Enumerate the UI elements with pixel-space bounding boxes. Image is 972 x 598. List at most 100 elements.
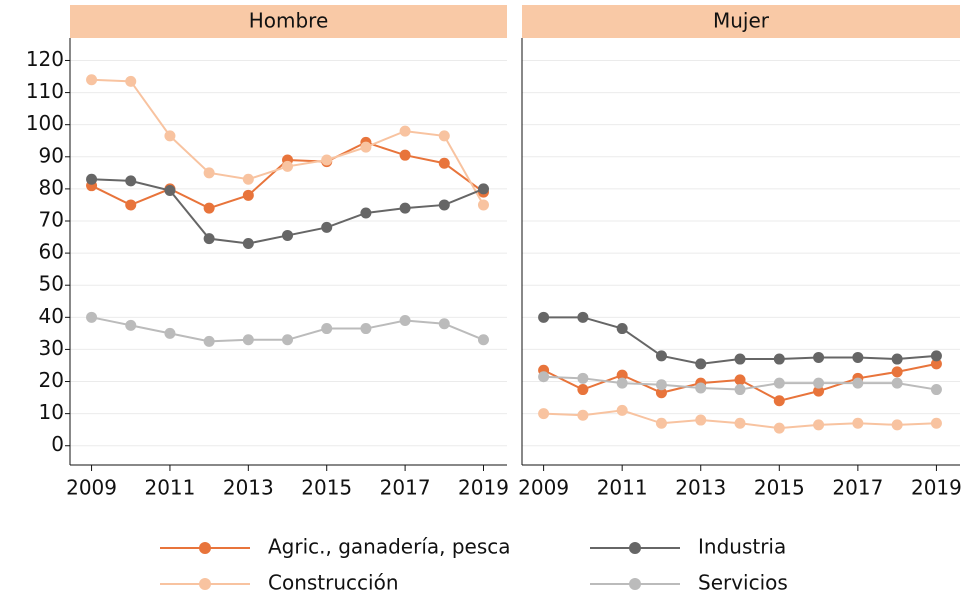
- point: [734, 353, 746, 365]
- point: [538, 408, 550, 420]
- point: [164, 185, 176, 196]
- point: [930, 358, 942, 370]
- point: [203, 202, 215, 214]
- point: [360, 207, 372, 219]
- legend-label: Servicios: [698, 571, 788, 595]
- legend-marker: [199, 578, 211, 590]
- point: [164, 130, 176, 142]
- point: [321, 323, 333, 335]
- point: [321, 221, 333, 233]
- y-tick-label: 100: [26, 111, 64, 135]
- point: [125, 319, 137, 331]
- point: [930, 417, 942, 429]
- point: [242, 173, 254, 185]
- point: [695, 382, 707, 394]
- point: [125, 199, 137, 211]
- y-tick-label: 50: [39, 272, 64, 296]
- point: [655, 387, 667, 399]
- point: [399, 202, 411, 214]
- legend-marker: [629, 578, 641, 590]
- x-tick-label: 2017: [832, 476, 883, 500]
- point: [852, 377, 864, 389]
- point: [852, 417, 864, 429]
- point: [164, 327, 176, 339]
- x-tick-label: 2009: [66, 476, 117, 500]
- y-tick-label: 70: [39, 208, 64, 232]
- point: [242, 237, 254, 249]
- point: [438, 318, 450, 330]
- point: [125, 175, 137, 187]
- point: [477, 183, 489, 195]
- legend-label: Agric., ganadería, pesca: [268, 535, 511, 559]
- strip: [70, 5, 507, 38]
- x-tick-label: 2017: [380, 476, 431, 500]
- y-tick-label: 110: [26, 79, 64, 103]
- point: [891, 377, 903, 389]
- legend-label: Construcción: [268, 571, 399, 595]
- y-tick-label: 40: [39, 304, 64, 328]
- point: [577, 372, 589, 384]
- point: [616, 369, 628, 381]
- y-tick-label: 120: [26, 47, 64, 71]
- point: [477, 334, 489, 346]
- y-tick-label: 0: [51, 432, 64, 456]
- point: [125, 75, 137, 87]
- point: [773, 353, 785, 365]
- x-tick-label: 2015: [754, 476, 805, 500]
- point: [773, 377, 785, 389]
- y-tick-label: 90: [39, 143, 64, 167]
- point: [86, 311, 98, 323]
- point: [538, 371, 550, 383]
- point: [203, 167, 215, 179]
- point: [399, 125, 411, 137]
- point: [734, 374, 746, 386]
- point: [360, 323, 372, 335]
- point: [616, 404, 628, 416]
- point: [813, 419, 825, 431]
- y-tick-label: 20: [39, 368, 64, 392]
- point: [242, 334, 254, 346]
- y-tick-label: 80: [39, 175, 64, 199]
- point: [891, 366, 903, 378]
- point: [773, 395, 785, 407]
- y-tick-label: 60: [39, 240, 64, 264]
- point: [399, 149, 411, 161]
- point: [399, 315, 411, 327]
- x-tick-label: 2015: [301, 476, 352, 500]
- point: [86, 74, 98, 86]
- point: [891, 353, 903, 365]
- point: [577, 409, 589, 421]
- point: [655, 350, 667, 362]
- legend-marker: [199, 542, 211, 554]
- panel-title: Hombre: [249, 9, 329, 33]
- point: [773, 422, 785, 434]
- point: [616, 377, 628, 389]
- strip: [522, 5, 960, 38]
- point: [734, 384, 746, 396]
- point: [695, 414, 707, 426]
- point: [86, 173, 98, 185]
- point: [282, 334, 294, 346]
- point: [655, 379, 667, 391]
- point: [616, 323, 628, 335]
- point: [242, 189, 254, 201]
- point: [538, 311, 550, 323]
- point: [930, 384, 942, 396]
- y-tick-label: 10: [39, 400, 64, 424]
- legend-label: Industria: [698, 535, 786, 559]
- point: [734, 417, 746, 429]
- point: [891, 419, 903, 431]
- point: [282, 160, 294, 172]
- x-tick-label: 2013: [675, 476, 726, 500]
- point: [813, 385, 825, 397]
- point: [438, 199, 450, 211]
- point: [852, 351, 864, 363]
- series-line: [91, 141, 485, 210]
- point: [203, 335, 215, 347]
- x-tick-label: 2013: [223, 476, 274, 500]
- y-tick-label: 30: [39, 336, 64, 360]
- legend-marker: [629, 542, 641, 554]
- x-tick-label: 2019: [911, 476, 962, 500]
- x-tick-label: 2019: [458, 476, 509, 500]
